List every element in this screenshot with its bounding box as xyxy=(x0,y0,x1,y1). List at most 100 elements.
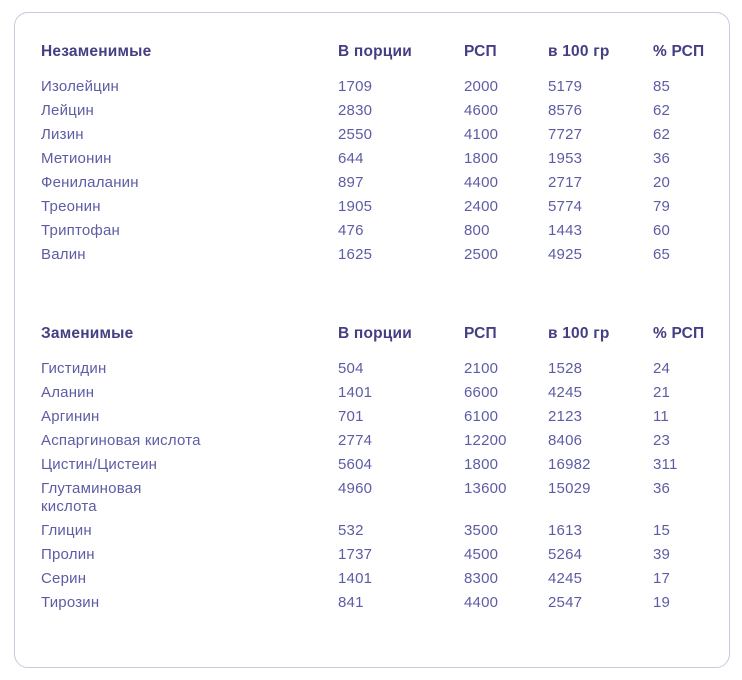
rsp-value-cell: 4500 xyxy=(464,546,499,563)
essential-rows: Изолейцин 1709 2000 5179 85 Лейцин 2830 4600 857… xyxy=(41,75,705,267)
portion-value-cell: 2830 xyxy=(338,102,373,119)
table-row: Валин 1625 2500 4925 65 xyxy=(41,243,705,267)
table-row: Аргинин 701 6100 2123 11 xyxy=(41,405,705,429)
nonessential-amino-acids-section: Заменимые В порции РСП в 100 гр % РСП Ги… xyxy=(41,325,705,615)
table-row: Лейцин 2830 4600 8576 62 xyxy=(41,99,705,123)
rsp-value-cell: 2400 xyxy=(464,198,499,215)
nonessential-rows: Гистидин 504 2100 1528 24 Аланин 1401 6600 4245 2… xyxy=(41,357,705,615)
portion-value-cell: 1905 xyxy=(338,198,373,215)
per100-value-cell: 2547 xyxy=(548,594,583,611)
amino-name-cell: Тирозин xyxy=(41,594,100,611)
column-header-pct: % РСП xyxy=(653,43,705,60)
pct-rsp-value-cell: 23 xyxy=(653,432,671,449)
per100-value-cell: 2717 xyxy=(548,174,583,191)
pct-rsp-value-cell: 62 xyxy=(653,126,671,143)
per100-value-cell: 4925 xyxy=(548,246,583,263)
portion-value-cell: 532 xyxy=(338,522,364,539)
amino-name-cell: Пролин xyxy=(41,546,95,563)
rsp-value-cell: 4400 xyxy=(464,594,499,611)
portion-value-cell: 1625 xyxy=(338,246,373,263)
amino-name-cell: Валин xyxy=(41,246,86,263)
per100-value-cell: 1528 xyxy=(548,360,583,377)
rsp-value-cell: 6600 xyxy=(464,384,499,401)
amino-name-cell: Цистин/Цистеин xyxy=(41,456,158,473)
section-title: Незаменимые xyxy=(41,43,152,60)
amino-name-cell: Треонин xyxy=(41,198,101,215)
per100-value-cell: 16982 xyxy=(548,456,591,473)
amino-name-cell: Гистидин xyxy=(41,360,107,377)
per100-value-cell: 7727 xyxy=(548,126,583,143)
pct-rsp-value-cell: 11 xyxy=(653,408,669,425)
portion-value-cell: 1401 xyxy=(338,384,373,401)
column-header-per100: в 100 гр xyxy=(548,325,610,342)
rsp-value-cell: 8300 xyxy=(464,570,499,587)
portion-value-cell: 701 xyxy=(338,408,364,425)
amino-name-cell: Триптофан xyxy=(41,222,120,239)
portion-value-cell: 5604 xyxy=(338,456,373,473)
table-row: Аспаргиновая кислота 2774 12200 8406 23 xyxy=(41,429,705,453)
table-row: Тирозин 841 4400 2547 19 xyxy=(41,591,705,615)
amino-name-cell: Глутаминовая кислота xyxy=(41,480,142,515)
pct-rsp-value-cell: 17 xyxy=(653,570,671,587)
amino-name-cell: Лизин xyxy=(41,126,84,143)
pct-rsp-value-cell: 65 xyxy=(653,246,671,263)
portion-value-cell: 1401 xyxy=(338,570,373,587)
table-row: Цистин/Цистеин 5604 1800 16982 311 xyxy=(41,453,705,477)
amino-name-cell: Лейцин xyxy=(41,102,95,119)
portion-value-cell: 2550 xyxy=(338,126,373,143)
pct-rsp-value-cell: 21 xyxy=(653,384,671,401)
per100-value-cell: 1613 xyxy=(548,522,583,539)
pct-rsp-value-cell: 62 xyxy=(653,102,671,119)
column-header-rsp: РСП xyxy=(464,325,497,342)
per100-value-cell: 5264 xyxy=(548,546,583,563)
portion-value-cell: 897 xyxy=(338,174,364,191)
pct-rsp-value-cell: 85 xyxy=(653,78,671,95)
per100-value-cell: 8406 xyxy=(548,432,583,449)
per100-value-cell: 5179 xyxy=(548,78,583,95)
amino-name-cell: Изолейцин xyxy=(41,78,120,95)
rsp-value-cell: 3500 xyxy=(464,522,499,539)
column-header-per100: в 100 гр xyxy=(548,43,610,60)
portion-value-cell: 1709 xyxy=(338,78,373,95)
nonessential-header-row: Заменимые В порции РСП в 100 гр % РСП xyxy=(41,325,705,357)
per100-value-cell: 2123 xyxy=(548,408,583,425)
per100-value-cell: 8576 xyxy=(548,102,583,119)
pct-rsp-value-cell: 19 xyxy=(653,594,671,611)
rsp-value-cell: 1800 xyxy=(464,150,499,167)
pct-rsp-value-cell: 79 xyxy=(653,198,671,215)
rsp-value-cell: 2500 xyxy=(464,246,499,263)
portion-value-cell: 504 xyxy=(338,360,364,377)
pct-rsp-value-cell: 311 xyxy=(653,456,678,473)
amino-name-cell: Глицин xyxy=(41,522,92,539)
essential-header-row: Незаменимые В порции РСП в 100 гр % РСП xyxy=(41,43,705,75)
pct-rsp-value-cell: 15 xyxy=(653,522,671,539)
column-header-portion: В порции xyxy=(338,43,412,60)
table-row: Фенилаланин 897 4400 2717 20 xyxy=(41,171,705,195)
table-row: Изолейцин 1709 2000 5179 85 xyxy=(41,75,705,99)
amino-name-cell: Аспаргиновая кислота xyxy=(41,432,201,449)
per100-value-cell: 5774 xyxy=(548,198,583,215)
portion-value-cell: 644 xyxy=(338,150,364,167)
column-header-rsp: РСП xyxy=(464,43,497,60)
table-row: Триптофан 476 800 1443 60 xyxy=(41,219,705,243)
column-header-pct: % РСП xyxy=(653,325,705,342)
table-row: Метионин 644 1800 1953 36 xyxy=(41,147,705,171)
amino-acids-card: Незаменимые В порции РСП в 100 гр % РСП … xyxy=(14,12,730,668)
column-header-portion: В порции xyxy=(338,325,412,342)
pct-rsp-value-cell: 24 xyxy=(653,360,671,377)
pct-rsp-value-cell: 36 xyxy=(653,150,671,167)
table-row: Серин 1401 8300 4245 17 xyxy=(41,567,705,591)
rsp-value-cell: 800 xyxy=(464,222,490,239)
pct-rsp-value-cell: 39 xyxy=(653,546,671,563)
per100-value-cell: 4245 xyxy=(548,570,583,587)
rsp-value-cell: 6100 xyxy=(464,408,499,425)
amino-name-cell: Фенилаланин xyxy=(41,174,139,191)
pct-rsp-value-cell: 36 xyxy=(653,480,671,497)
per100-value-cell: 1443 xyxy=(548,222,583,239)
rsp-value-cell: 12200 xyxy=(464,432,507,449)
table-row: Глицин 532 3500 1613 15 xyxy=(41,519,705,543)
pct-rsp-value-cell: 60 xyxy=(653,222,671,239)
portion-value-cell: 841 xyxy=(338,594,364,611)
amino-name-cell: Аланин xyxy=(41,384,95,401)
rsp-value-cell: 1800 xyxy=(464,456,499,473)
